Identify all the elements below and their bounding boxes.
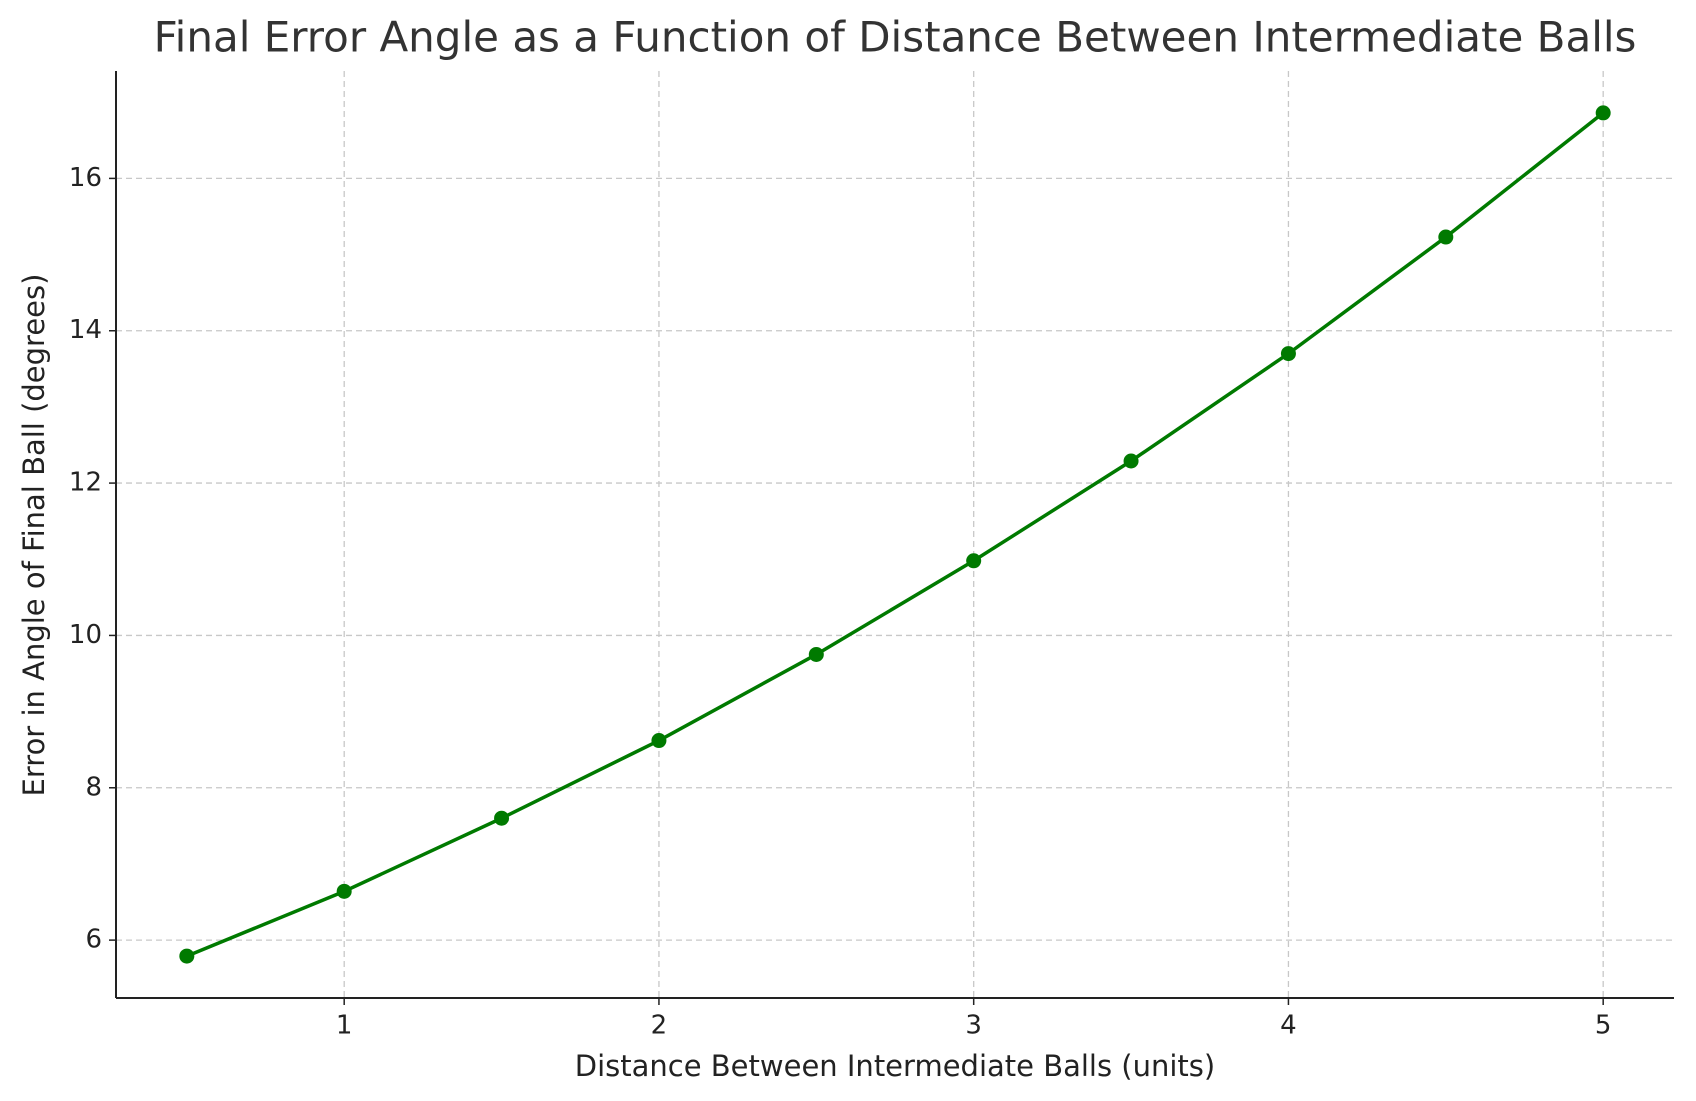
data-point xyxy=(808,646,824,662)
data-point xyxy=(1123,453,1139,469)
data-point xyxy=(1438,229,1454,245)
y-tick-label: 16 xyxy=(69,163,102,193)
data-point xyxy=(651,733,667,749)
data-point xyxy=(1595,105,1611,121)
y-tick-label: 12 xyxy=(69,468,102,498)
series-line xyxy=(186,111,1605,958)
chart-title: Final Error Angle as a Function of Dista… xyxy=(154,13,1637,62)
x-tick-label: 2 xyxy=(651,1011,668,1041)
y-tick-label: 14 xyxy=(69,315,102,345)
x-tick-label: 4 xyxy=(1280,1011,1297,1041)
data-point xyxy=(1280,346,1296,362)
x-axis-label: Distance Between Intermediate Balls (uni… xyxy=(575,1049,1215,1083)
y-axis-label: Error in Angle of Final Ball (degrees) xyxy=(17,274,51,797)
data-point xyxy=(179,948,195,964)
x-tick-label: 5 xyxy=(1595,1011,1612,1041)
x-tick-label: 1 xyxy=(336,1011,353,1041)
data-point xyxy=(966,553,982,569)
data-point xyxy=(336,883,352,899)
y-tick-label: 10 xyxy=(69,620,102,650)
y-tick-label: 8 xyxy=(85,772,102,802)
x-tick-label: 3 xyxy=(965,1011,982,1041)
data-point xyxy=(494,810,510,826)
y-tick-label: 6 xyxy=(85,925,102,955)
